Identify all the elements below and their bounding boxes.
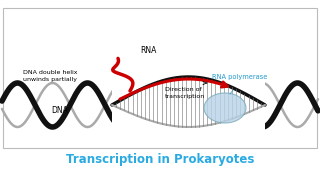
Text: DNA: DNA [52, 105, 68, 114]
Text: DNA double helix
unwinds partially: DNA double helix unwinds partially [23, 70, 77, 82]
Ellipse shape [204, 93, 246, 123]
Text: Transcription in Prokaryotes: Transcription in Prokaryotes [66, 154, 254, 166]
Polygon shape [112, 72, 265, 132]
Text: Direction of
transcription: Direction of transcription [165, 87, 205, 99]
Text: RNA polymerase: RNA polymerase [212, 74, 268, 80]
Text: RNA: RNA [140, 46, 156, 55]
Bar [3, 8, 317, 148]
